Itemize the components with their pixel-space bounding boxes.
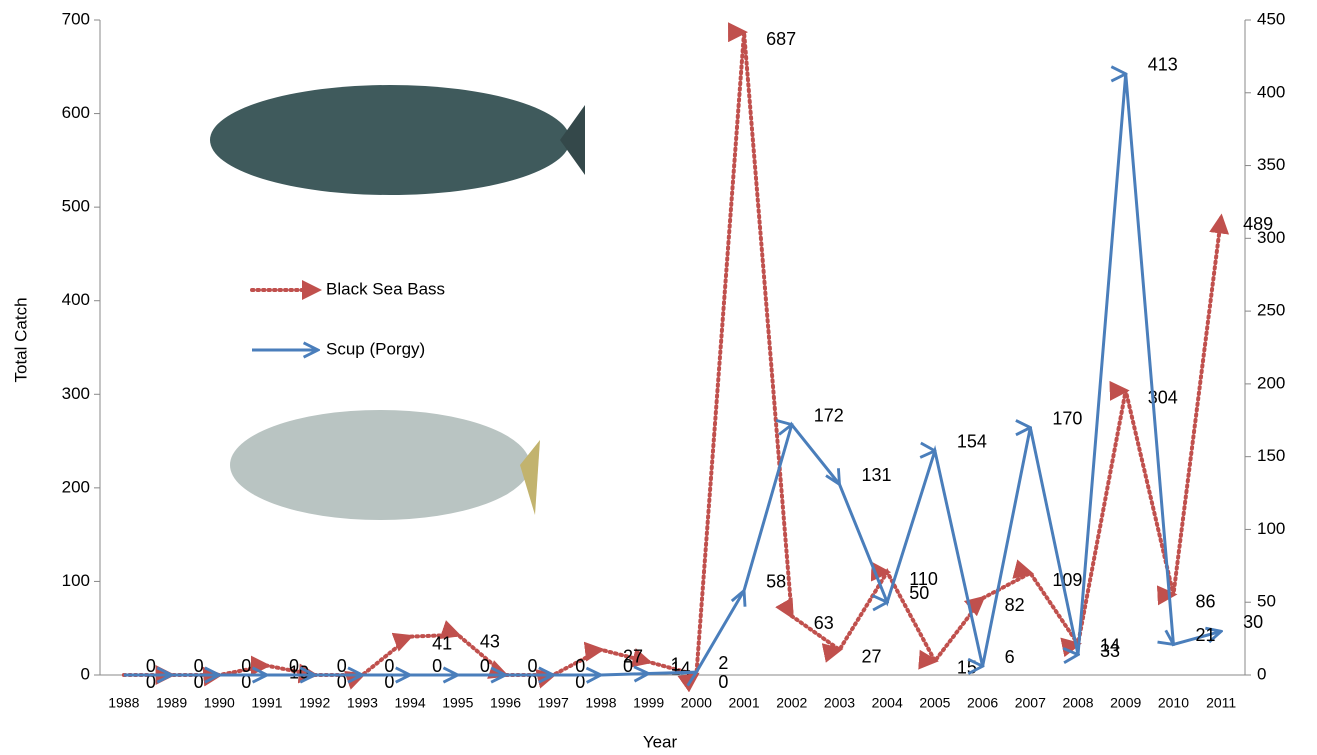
data-label: 15 (957, 658, 977, 678)
y2-tick-label: 350 (1257, 155, 1285, 174)
y2-tick-label: 300 (1257, 228, 1285, 247)
x-tick-label: 2008 (1062, 695, 1093, 711)
data-label: 86 (1195, 591, 1215, 611)
data-label: 131 (861, 465, 891, 485)
x-tick-label: 1989 (156, 695, 187, 711)
x-tick-label: 1992 (299, 695, 330, 711)
data-label: 0 (718, 672, 728, 692)
y-tick-label: 700 (62, 9, 90, 28)
data-label: 154 (957, 432, 987, 452)
data-label: 14 (1100, 635, 1120, 655)
data-label: 50 (909, 583, 929, 603)
data-label: 82 (1005, 595, 1025, 615)
y-tick-label: 100 (62, 571, 90, 590)
data-label: 413 (1148, 55, 1178, 75)
y2-tick-label: 150 (1257, 446, 1285, 465)
x-tick-label: 1998 (585, 695, 616, 711)
x-tick-label: 2002 (776, 695, 807, 711)
data-label: 0 (241, 656, 251, 676)
data-label: 0 (623, 656, 633, 676)
data-label: 0 (384, 656, 394, 676)
data-label: 170 (1052, 408, 1082, 428)
x-tick-label: 2003 (824, 695, 855, 711)
x-tick-label: 1997 (538, 695, 569, 711)
series-line (123, 74, 1221, 675)
x-tick-label: 1993 (347, 695, 378, 711)
data-label: 0 (432, 656, 442, 676)
y2-tick-label: 0 (1257, 664, 1266, 683)
legend-label: Scup (Porgy) (326, 339, 425, 358)
data-label: 0 (528, 656, 538, 676)
x-tick-label: 2009 (1110, 695, 1141, 711)
y2-tick-label: 50 (1257, 592, 1276, 611)
data-label: 0 (575, 656, 585, 676)
data-label: 0 (194, 656, 204, 676)
data-label: 27 (861, 646, 881, 666)
data-label: 63 (814, 613, 834, 633)
data-label: 43 (480, 632, 500, 652)
data-label: 0 (146, 672, 156, 692)
data-label: 109 (1052, 570, 1082, 590)
y-tick-label: 200 (62, 477, 90, 496)
data-label: 41 (432, 633, 452, 653)
x-tick-label: 1994 (395, 695, 426, 711)
x-tick-label: 2011 (1206, 695, 1236, 711)
x-axis-title: Year (643, 732, 678, 751)
y2-tick-label: 250 (1257, 301, 1285, 320)
x-tick-label: 2004 (872, 695, 903, 711)
x-tick-label: 1995 (442, 695, 473, 711)
x-tick-label: 1988 (108, 695, 139, 711)
x-tick-label: 2006 (967, 695, 998, 711)
data-label: 2 (718, 653, 728, 673)
data-label: 687 (766, 29, 796, 49)
y-tick-label: 0 (81, 664, 90, 683)
x-tick-label: 2005 (919, 695, 950, 711)
data-label: 6 (1005, 647, 1015, 667)
y2-tick-label: 100 (1257, 519, 1285, 538)
y2-tick-label: 450 (1257, 9, 1285, 28)
y2-tick-label: 400 (1257, 82, 1285, 101)
x-tick-label: 2000 (681, 695, 712, 711)
x-tick-label: 1991 (251, 695, 282, 711)
data-label: 21 (1195, 625, 1215, 645)
x-tick-label: 1990 (204, 695, 235, 711)
data-label: 0 (480, 656, 490, 676)
x-tick-label: 2001 (728, 695, 759, 711)
data-label: 0 (289, 656, 299, 676)
y-tick-label: 600 (62, 103, 90, 122)
legend-label: Black Sea Bass (326, 279, 445, 298)
y-axis-title: Total Catch (11, 297, 30, 382)
data-label: 0 (337, 656, 347, 676)
data-label: 172 (814, 405, 844, 425)
x-tick-label: 2010 (1158, 695, 1189, 711)
data-label: 30 (1243, 612, 1263, 632)
x-tick-label: 1996 (490, 695, 521, 711)
y-tick-label: 400 (62, 290, 90, 309)
data-label: 489 (1243, 214, 1273, 234)
x-tick-label: 1999 (633, 695, 664, 711)
x-tick-label: 2007 (1015, 695, 1046, 711)
y-tick-label: 300 (62, 384, 90, 403)
data-label: 0 (146, 656, 156, 676)
y2-tick-label: 200 (1257, 373, 1285, 392)
fish-illustration (210, 85, 585, 520)
data-label: 58 (766, 571, 786, 591)
data-label: 1 (671, 654, 681, 674)
y-tick-label: 500 (62, 197, 90, 216)
